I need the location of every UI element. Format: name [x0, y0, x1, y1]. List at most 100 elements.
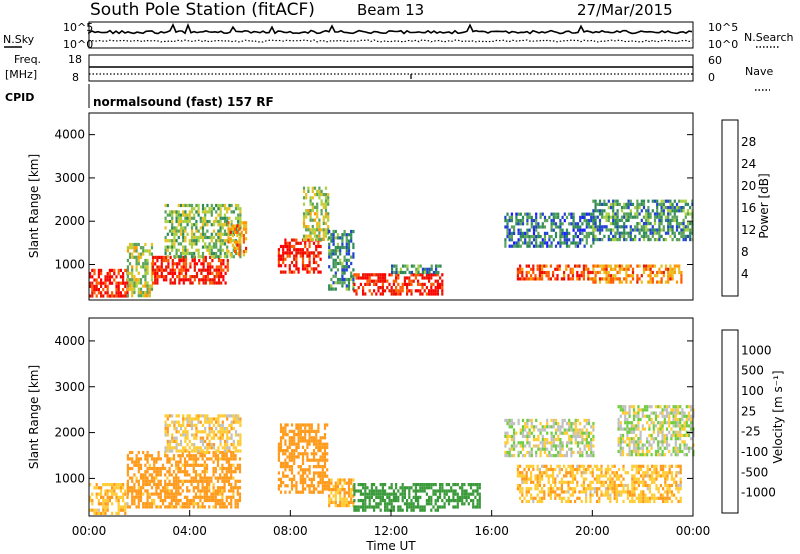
power-cell-6	[307, 234, 310, 238]
power-cell-8	[419, 289, 422, 293]
velocity-cell-1	[223, 473, 226, 477]
power-cell-10	[526, 215, 529, 219]
velocity-cell-1	[170, 498, 173, 503]
velocity-cell-1	[223, 454, 226, 458]
power-cell-7	[341, 265, 344, 269]
power-cell-6	[316, 228, 319, 232]
power-cell-8	[377, 276, 380, 280]
power-cell-8	[362, 286, 365, 290]
velocity-cell-2	[219, 433, 222, 437]
power-cell-5	[293, 257, 296, 261]
velocity-cell-1	[208, 486, 211, 490]
power-cell-4	[245, 230, 248, 234]
power-cell-6	[309, 209, 312, 213]
power-cell-3	[201, 216, 205, 220]
velocity-cell-8	[574, 490, 577, 494]
power-cell-8	[375, 292, 378, 296]
velocity-cell-0	[89, 483, 92, 487]
power-cell-13	[678, 225, 681, 229]
velocity-cell-7	[524, 454, 527, 458]
velocity-cell-1	[238, 486, 242, 490]
velocity-cell-9	[626, 411, 629, 415]
power-cell-2	[189, 281, 192, 285]
power-cell-5	[284, 270, 287, 274]
power-cell-2	[204, 275, 207, 279]
velocity-cell-1	[150, 479, 154, 483]
power-cell-4	[227, 230, 230, 234]
velocity-cell-1	[172, 505, 176, 509]
velocity-cell-9	[646, 414, 649, 418]
power-cell-13	[625, 218, 628, 222]
velocity-cell-1	[146, 479, 149, 483]
velocity-cell-3	[301, 436, 305, 440]
power-cell-5	[319, 251, 322, 255]
velocity-cell-4	[330, 491, 333, 495]
power-cell-2	[209, 268, 212, 272]
velocity-cell-3	[304, 423, 307, 427]
power-cell-10	[581, 228, 584, 232]
velocity-cell-9	[646, 446, 649, 450]
velocity-cell-1	[212, 482, 215, 487]
power-cell-7	[336, 261, 340, 266]
velocity-cell-7	[585, 428, 588, 432]
velocity-cell-1	[186, 460, 189, 464]
power-cell-4	[238, 250, 241, 254]
power-cell-0	[122, 275, 125, 279]
power-cell-12	[598, 277, 602, 281]
velocity-cell-1	[212, 492, 215, 496]
power-cell-10	[541, 212, 544, 216]
power-cell-7	[341, 284, 344, 288]
velocity-cell-7	[519, 444, 522, 448]
power-cell-3	[206, 229, 209, 233]
velocity-cell-4	[339, 478, 342, 482]
power-cell-8	[432, 289, 435, 293]
velocity-cell-1	[225, 498, 228, 503]
velocity-cell-7	[565, 422, 569, 426]
velocity-cell-6	[469, 499, 473, 503]
power-cell-8	[362, 292, 365, 296]
velocity-cell-7	[559, 428, 562, 432]
velocity-cell-8	[580, 464, 583, 468]
velocity-cell-3	[323, 426, 327, 430]
velocity-cell-7	[557, 422, 560, 426]
power-cell-0	[100, 281, 103, 285]
power-cell-12	[656, 270, 659, 275]
power-cell-3	[230, 232, 233, 236]
power-cell-7	[332, 261, 335, 266]
velocity-cell-8	[668, 464, 671, 468]
power-cell-10	[528, 215, 531, 219]
velocity-cell-9	[630, 424, 633, 428]
velocity-cell-3	[306, 442, 309, 446]
power-cell-11	[576, 264, 579, 268]
velocity-cell-3	[284, 426, 287, 430]
power-cell-5	[304, 241, 307, 245]
velocity-cell-0	[91, 492, 94, 496]
velocity-cell-5	[390, 499, 393, 503]
velocity-cell-9	[639, 453, 642, 457]
power-cell-10	[506, 212, 509, 216]
power-cell-3	[190, 245, 194, 249]
power-cell-12	[605, 280, 608, 284]
velocity-cell-3	[310, 477, 313, 481]
power-cell-2	[189, 265, 192, 269]
power-cell-0	[91, 291, 94, 295]
velocity-cell-5	[386, 508, 389, 512]
power-cell-12	[660, 264, 663, 268]
power-cell-5	[290, 244, 294, 249]
power-cell-13	[642, 225, 646, 229]
power-cell-3	[182, 251, 185, 256]
power-cell-3	[171, 239, 174, 243]
power-cell-5	[282, 248, 285, 252]
velocity-cell-1	[144, 502, 147, 506]
velocity-cell-6	[467, 495, 470, 499]
power-cell-13	[689, 238, 692, 242]
velocity-cell-2	[232, 439, 235, 443]
velocity-cell-0	[113, 483, 116, 487]
velocity-cell-8	[545, 474, 548, 478]
power-cell-13	[616, 222, 619, 226]
power-cell-7	[345, 265, 348, 269]
power-cell-2	[193, 262, 196, 266]
velocity-cell-0	[111, 486, 114, 490]
velocity-cell-1	[201, 486, 204, 490]
velocity-cell-9	[632, 449, 636, 454]
